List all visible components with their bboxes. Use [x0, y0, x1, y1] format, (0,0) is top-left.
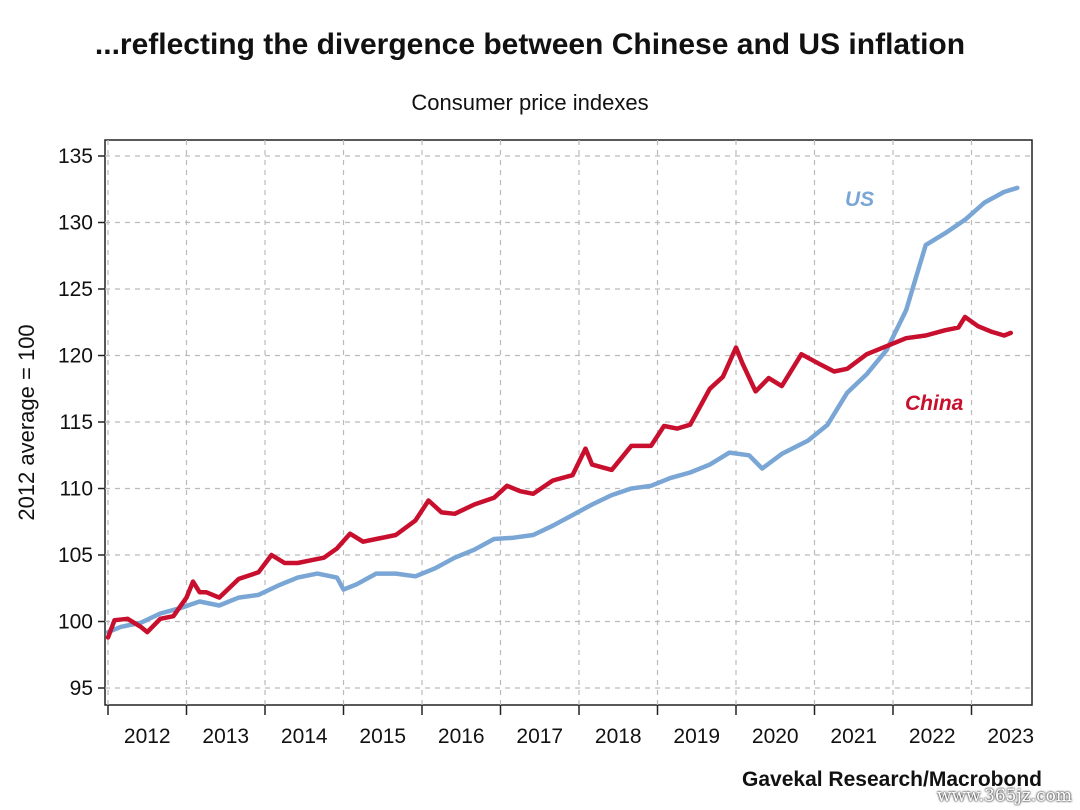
y-tick-label: 130: [58, 212, 93, 235]
chart-subtitle: Consumer price indexes: [411, 90, 649, 115]
y-tick-label: 125: [58, 278, 93, 301]
y-tick-label: 120: [58, 345, 93, 368]
y-tick-label: 135: [58, 145, 93, 168]
x-tick-label: 2019: [673, 725, 720, 748]
y-tick-label: 100: [58, 611, 93, 634]
y-tick-label: 95: [70, 677, 93, 700]
x-tick-label: 2014: [281, 725, 328, 748]
watermark: www.365jz.com: [937, 786, 1072, 806]
x-tick-label: 2023: [987, 725, 1034, 748]
x-tick-label: 2021: [830, 725, 877, 748]
series-line-us: [105, 185, 1020, 635]
x-tick-label: 2020: [752, 725, 799, 748]
y-tick-label: 105: [58, 544, 93, 567]
y-tick-label: 115: [60, 411, 93, 434]
y-axis-label: 2012 average = 100: [14, 324, 39, 520]
x-tick-label: 2013: [202, 725, 249, 748]
source-note: Gavekal Research/Macrobond: [742, 768, 1042, 791]
series-label-china: China: [905, 392, 964, 415]
y-tick-label: 110: [60, 478, 93, 501]
x-tick-label: 2015: [359, 725, 406, 748]
x-tick-label: 2022: [909, 725, 956, 748]
series-line-china: [105, 314, 1014, 640]
x-tick-label: 2016: [438, 725, 485, 748]
x-tick-label: 2017: [516, 725, 563, 748]
series-label-us: US: [845, 188, 874, 211]
chart-title: ...reflecting the divergence between Chi…: [94, 28, 966, 61]
x-tick-label: 2018: [595, 725, 642, 748]
x-tick-label: 2012: [124, 725, 171, 748]
